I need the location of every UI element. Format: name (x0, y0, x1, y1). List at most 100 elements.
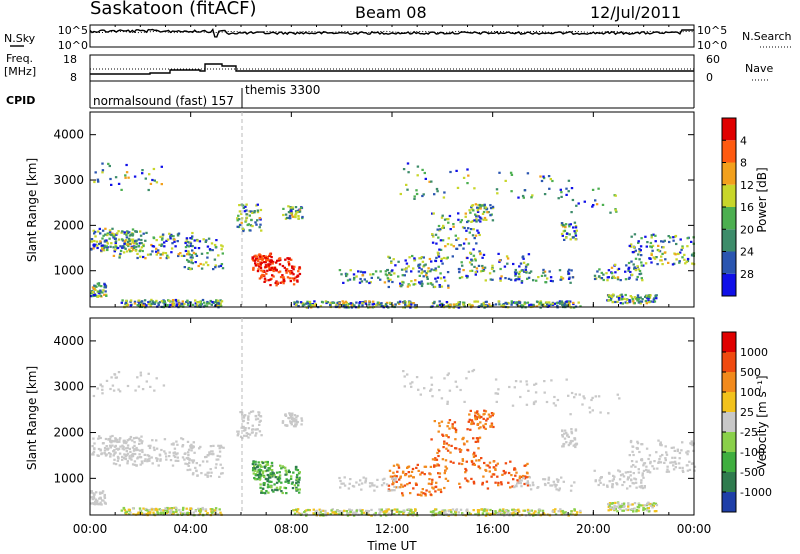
velocity-cell (395, 486, 398, 489)
power-cell (558, 300, 562, 303)
velocity-cell (459, 508, 463, 511)
power-cell (160, 243, 164, 246)
power-cell (646, 241, 649, 244)
power-cell (296, 279, 299, 282)
power-cell (638, 250, 641, 253)
velocity-cell (497, 484, 500, 487)
power-cell (129, 300, 132, 303)
power-cell (435, 242, 438, 245)
velocity-cell (360, 488, 363, 491)
velocity-cell (674, 462, 678, 465)
velocity-cell (622, 506, 625, 509)
power-cell (525, 270, 528, 273)
power-cell (491, 278, 494, 281)
velocity-cell (632, 464, 635, 467)
velocity-cell (450, 444, 453, 447)
velocity-cell (409, 382, 412, 385)
velocity-cell (409, 513, 413, 516)
power-cell (546, 277, 549, 280)
power-cell (104, 290, 107, 293)
power-cell (238, 218, 241, 221)
velocity-cell (431, 511, 434, 514)
velocity-cell (298, 476, 301, 479)
power-cell (353, 276, 356, 279)
power-cell (474, 300, 478, 303)
power-cell (349, 302, 353, 305)
velocity-cell (395, 475, 398, 478)
power-cell (458, 276, 462, 280)
velocity-cell (608, 504, 611, 507)
power-cell (459, 221, 462, 224)
power-cell (674, 253, 677, 256)
power-cell (362, 271, 365, 274)
power-cell (240, 221, 243, 224)
velocity-cell (113, 373, 117, 376)
power-cell (487, 305, 490, 308)
colorbar-swatch (722, 432, 736, 452)
power-cell (114, 244, 117, 247)
velocity-cell (488, 416, 492, 419)
velocity-cell (651, 465, 654, 468)
velocity-cell (569, 513, 572, 516)
power-cell (439, 239, 443, 242)
power-cell (434, 259, 438, 263)
power-cell (607, 294, 610, 297)
velocity-cell (397, 464, 400, 467)
velocity-cell (439, 490, 443, 494)
velocity-cell (252, 467, 255, 470)
velocity-cell (118, 438, 121, 441)
velocity-cell (383, 512, 386, 515)
power-cell (279, 258, 282, 262)
power-cell (190, 254, 194, 257)
velocity-cell (690, 440, 693, 443)
power-cell (256, 211, 260, 214)
velocity-cell (293, 484, 296, 487)
power-cell (480, 217, 483, 220)
velocity-cell (384, 510, 387, 513)
power-cell (479, 270, 483, 273)
power-cell (163, 245, 166, 248)
power-cell (158, 301, 162, 304)
velocity-cell (498, 512, 502, 515)
freq-y-bottom: 8 (70, 71, 77, 84)
cpid-themis: themis 3300 (245, 83, 320, 97)
time-tick-label: 04:00 (173, 522, 208, 536)
power-cell (406, 162, 410, 165)
power-cell (272, 268, 275, 271)
velocity-cell (126, 446, 129, 450)
velocity-cell (518, 481, 521, 484)
power-cell (574, 234, 578, 237)
power-cell (515, 271, 518, 274)
power-cell (461, 264, 464, 267)
power-cell (93, 232, 96, 235)
velocity-cell (501, 509, 504, 512)
velocity-cell (478, 416, 481, 419)
power-cell (650, 252, 653, 255)
velocity-cell (117, 456, 120, 459)
velocity-cell (453, 421, 457, 424)
velocity-cell (419, 473, 422, 476)
power-cell (523, 189, 527, 192)
velocity-cell (490, 412, 494, 415)
velocity-cell (205, 455, 208, 458)
power-cell (378, 302, 382, 305)
velocity-cell (204, 508, 208, 511)
power-cell (292, 268, 295, 271)
power-cell (95, 244, 99, 247)
velocity-cell (466, 440, 469, 443)
power-cell (261, 270, 265, 273)
velocity-cell (289, 421, 293, 424)
velocity-cell (652, 467, 656, 470)
velocity-cell (379, 510, 382, 514)
power-cell (248, 214, 251, 217)
power-cell (271, 274, 274, 277)
velocity-cell (196, 474, 199, 477)
velocity-cell (454, 380, 457, 383)
power-cell (123, 246, 126, 249)
power-cell (106, 232, 109, 235)
velocity-cell (254, 468, 257, 471)
velocity-cell (528, 484, 532, 487)
velocity-cell (550, 379, 553, 382)
velocity-cell (440, 397, 444, 400)
velocity-cell (553, 395, 556, 399)
